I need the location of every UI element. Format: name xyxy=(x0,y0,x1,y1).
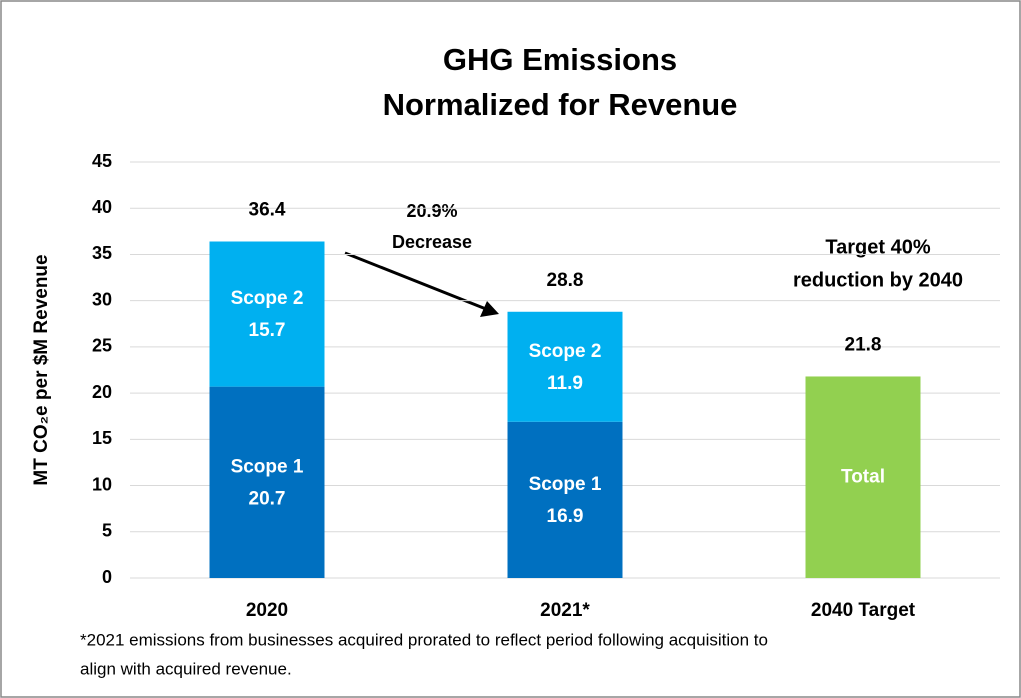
footnote: align with acquired revenue. xyxy=(80,659,292,678)
total-label: 28.8 xyxy=(547,270,584,291)
y-axis-label: MT CO₂e per $M Revenue xyxy=(31,254,52,485)
data-label: 15.7 xyxy=(249,320,286,341)
y-tick-label: 40 xyxy=(92,197,112,217)
y-tick-label: 45 xyxy=(92,151,112,171)
segment-label: Scope 1 xyxy=(231,456,304,477)
y-tick-label: 35 xyxy=(92,243,112,263)
bar-segment xyxy=(507,311,623,422)
bar-segment xyxy=(209,386,325,578)
x-tick-label: 2021* xyxy=(540,600,590,621)
arrow xyxy=(344,251,487,311)
footnote: *2021 emissions from businesses acquired… xyxy=(80,630,768,649)
segment-label: Scope 2 xyxy=(529,341,602,362)
y-tick-label: 10 xyxy=(92,474,112,494)
chart-title: GHG Emissions xyxy=(443,42,677,77)
chart-title: Normalized for Revenue xyxy=(383,87,738,122)
y-tick-label: 15 xyxy=(92,428,112,448)
segment-label: Scope 1 xyxy=(529,474,602,495)
bar-segment xyxy=(805,376,921,578)
annotation: 20.9% xyxy=(406,201,457,221)
data-label: 11.9 xyxy=(547,373,583,394)
y-tick-label: 25 xyxy=(92,336,112,356)
y-tick-label: 0 xyxy=(102,567,112,587)
x-tick-label: 2040 Target xyxy=(811,600,916,621)
annotation: reduction by 2040 xyxy=(793,269,963,291)
y-tick-label: 5 xyxy=(102,521,112,541)
annotation: Decrease xyxy=(392,232,472,252)
annotation: Target 40% xyxy=(825,236,930,258)
bar-segment xyxy=(507,421,623,578)
data-label: 16.9 xyxy=(547,506,584,527)
y-tick-label: 20 xyxy=(92,382,112,402)
data-label: 20.7 xyxy=(249,488,286,509)
total-label: 21.8 xyxy=(845,334,882,355)
bar-segment xyxy=(209,241,325,387)
x-tick-label: 2020 xyxy=(246,600,288,621)
arrow-head xyxy=(480,301,499,317)
segment-label: Scope 2 xyxy=(231,288,304,309)
total-label: 36.4 xyxy=(249,200,286,221)
y-tick-label: 30 xyxy=(92,289,112,309)
segment-label: Total xyxy=(841,466,885,487)
